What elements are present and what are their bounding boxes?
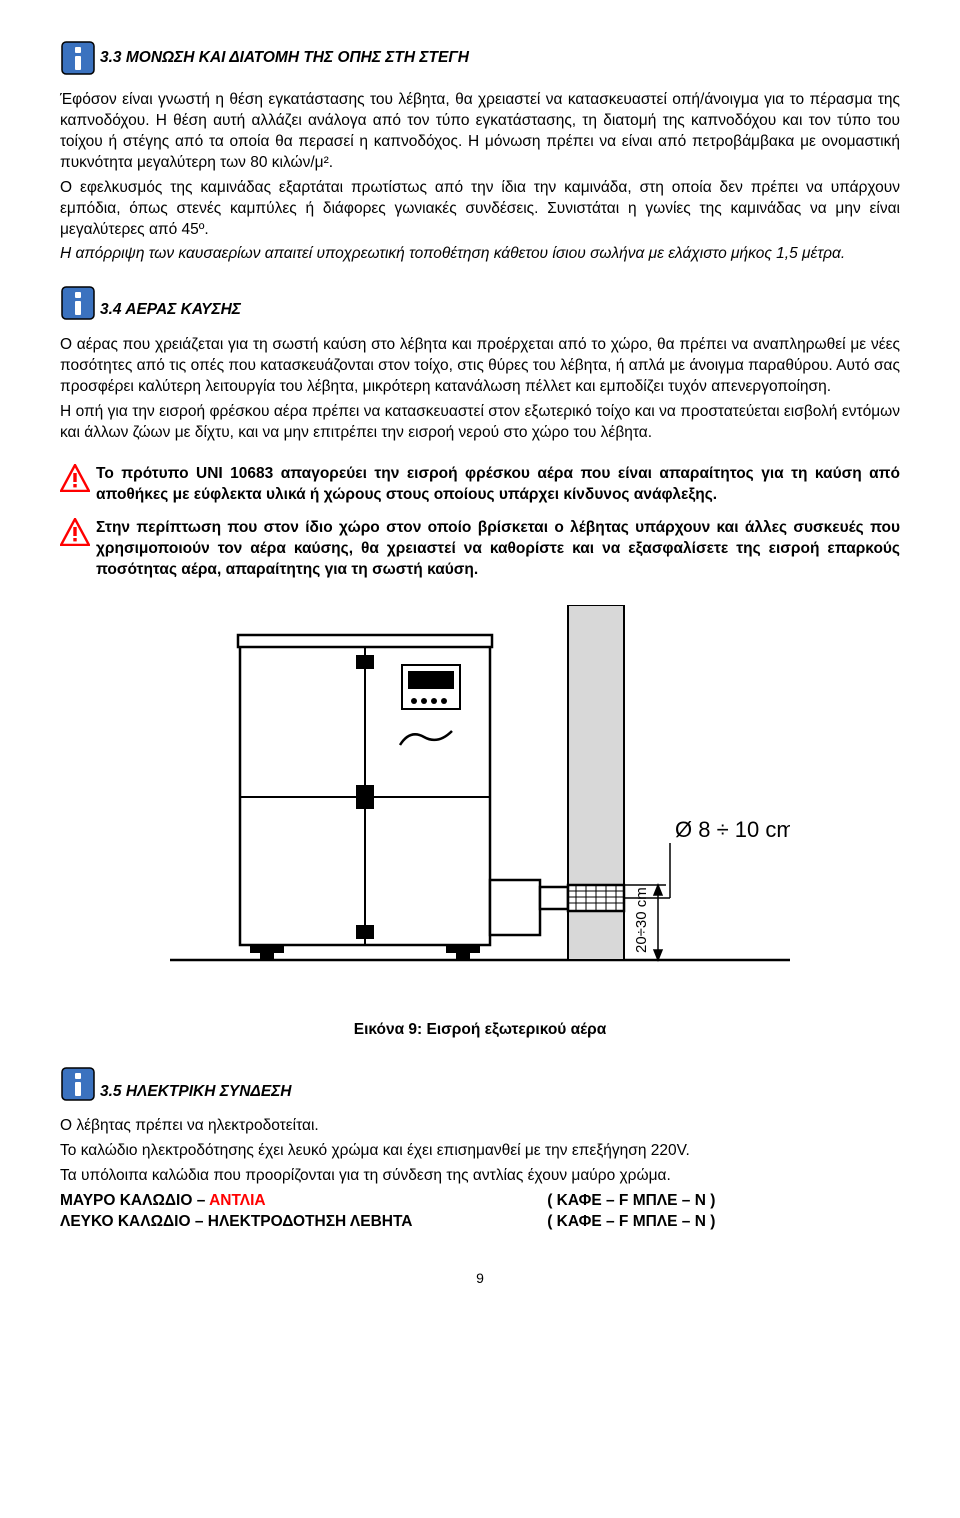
warning-icon <box>60 518 90 546</box>
section-3-5-body: Ο λέβητας πρέπει να ηλεκτροδοτείται. Το … <box>60 1116 900 1233</box>
section-title: 3.3 ΜΟΝΩΣΗ ΚΑΙ ΔΙΑΤΟΜΗ ΤΗΣ ΟΠΗΣ ΣΤΗ ΣΤΕΓ… <box>100 48 469 69</box>
wire-line-black: ΜΑΥΡΟ ΚΑΛΩΔΙΟ – ΑΝΤΛΙΑ ( ΚΑΦΕ – F ΜΠΛΕ –… <box>60 1191 900 1212</box>
wire-label: ΛΕΥΚΟ ΚΑΛΩΔΙΟ – ΗΛΕΚΤΡΟΔΟΤΗΣΗ ΛΕΒΗΤΑ <box>60 1212 547 1233</box>
page-number: 9 <box>60 1269 900 1288</box>
wire-pins: ( ΚΑΦΕ – F ΜΠΛΕ – Ν ) <box>547 1212 715 1233</box>
paragraph: Ο εφελκυσμός της καμινάδας εξαρτάται πρω… <box>60 178 900 241</box>
warning-2: Στην περίπτωση που στον ίδιο χώρο στον ο… <box>60 518 900 581</box>
section-3-5-heading: 3.5 ΗΛΕΚΤΡΙΚΗ ΣΥΝΔΕΣΗ <box>60 1066 900 1102</box>
paragraph-italic: Η απόρριψη των καυσαερίων απαιτεί υποχρε… <box>60 244 900 265</box>
figure-caption: Εικόνα 9: Εισροή εξωτερικού αέρα <box>60 1020 900 1041</box>
info-icon <box>60 1066 96 1102</box>
section-3-4-heading: 3.4 ΑΕΡΑΣ ΚΑΥΣΗΣ <box>60 285 900 321</box>
warning-text: Στην περίπτωση που στον ίδιο χώρο στον ο… <box>96 518 900 581</box>
height-label: 20÷30 cm <box>633 887 650 953</box>
paragraph: Έφόσον είναι γνωστή η θέση εγκατάστασης … <box>60 90 900 174</box>
warning-text: Το πρότυπο UNI 10683 απαγορεύει την εισρ… <box>96 464 900 506</box>
paragraph: Ο αέρας που χρειάζεται για τη σωστή καύσ… <box>60 335 900 398</box>
diameter-label: Ø 8 ÷ 10 cm <box>675 817 790 842</box>
info-icon <box>60 285 96 321</box>
section-title: 3.4 ΑΕΡΑΣ ΚΑΥΣΗΣ <box>100 300 241 321</box>
wire-pins: ( ΚΑΦΕ – F ΜΠΛΕ – Ν ) <box>547 1191 715 1212</box>
warning-icon <box>60 464 90 492</box>
section-3-3-heading: 3.3 ΜΟΝΩΣΗ ΚΑΙ ΔΙΑΤΟΜΗ ΤΗΣ ΟΠΗΣ ΣΤΗ ΣΤΕΓ… <box>60 40 900 76</box>
warning-1: Το πρότυπο UNI 10683 απαγορεύει την εισρ… <box>60 464 900 506</box>
paragraph: Ο λέβητας πρέπει να ηλεκτροδοτείται. <box>60 1116 900 1137</box>
wire-pump-red: ΑΝΤΛΙΑ <box>209 1192 266 1209</box>
figure-9: Ø 8 ÷ 10 cm 20÷30 cm <box>60 605 900 992</box>
info-icon <box>60 40 96 76</box>
paragraph: Η οπή για την εισροή φρέσκου αέρα πρέπει… <box>60 402 900 444</box>
wire-label: ΜΑΥΡΟ ΚΑΛΩΔΙΟ – <box>60 1192 209 1209</box>
wire-line-white: ΛΕΥΚΟ ΚΑΛΩΔΙΟ – ΗΛΕΚΤΡΟΔΟΤΗΣΗ ΛΕΒΗΤΑ ( Κ… <box>60 1212 900 1233</box>
paragraph: Τα υπόλοιπα καλώδια που προορίζονται για… <box>60 1166 900 1187</box>
paragraph: Το καλώδιο ηλεκτροδότησης έχει λευκό χρώ… <box>60 1141 900 1162</box>
section-title: 3.5 ΗΛΕΚΤΡΙΚΗ ΣΥΝΔΕΣΗ <box>100 1082 292 1103</box>
